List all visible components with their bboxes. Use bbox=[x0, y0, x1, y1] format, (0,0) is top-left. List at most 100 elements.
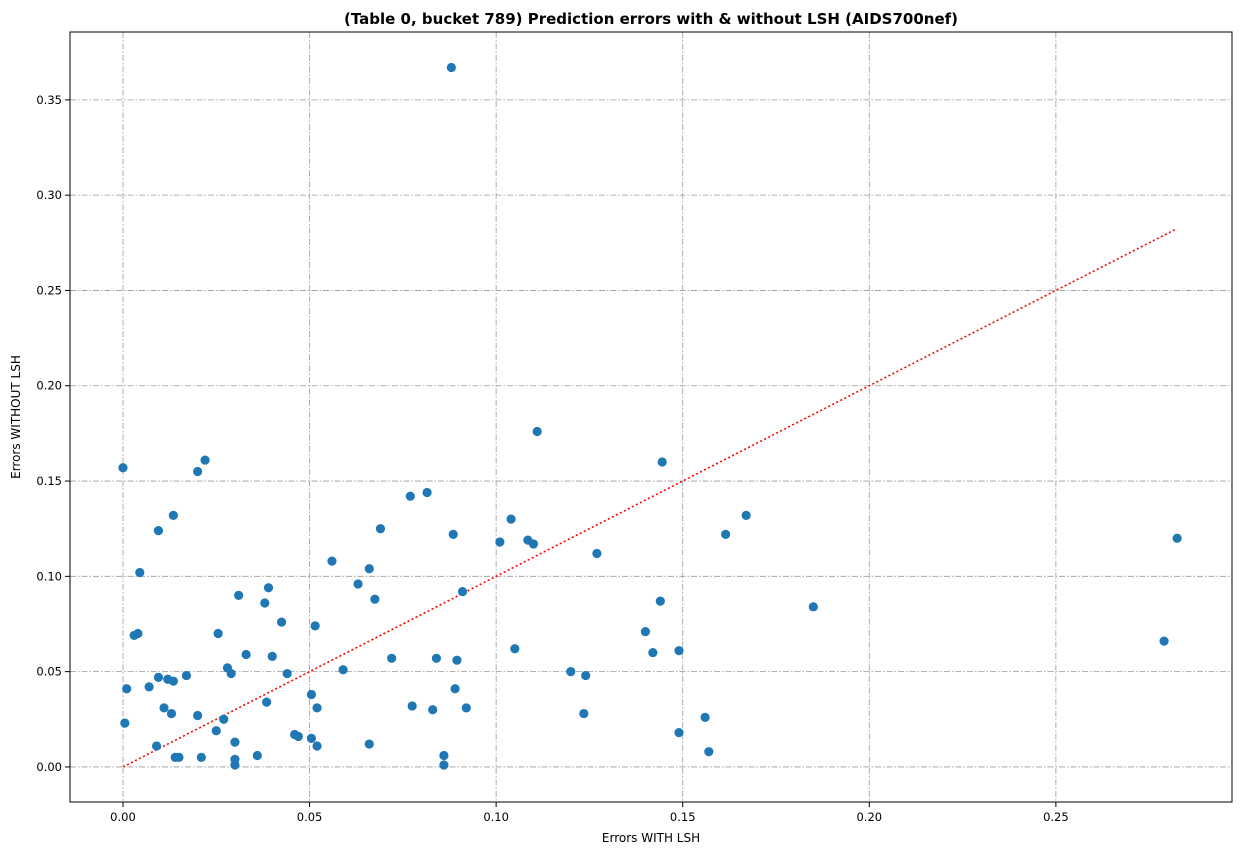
scatter-point bbox=[704, 747, 714, 757]
scatter-point bbox=[306, 689, 317, 700]
scatter-point bbox=[387, 653, 397, 663]
scatter-point bbox=[808, 602, 818, 612]
scatter-point bbox=[448, 529, 458, 540]
scatter-point bbox=[446, 62, 456, 73]
scatter-point bbox=[364, 564, 374, 574]
scatter-point bbox=[1172, 533, 1182, 543]
y-tick-label: 0.10 bbox=[36, 569, 62, 583]
scatter-point bbox=[168, 510, 178, 520]
scatter-point bbox=[159, 703, 169, 713]
scatter-point bbox=[506, 514, 516, 524]
scatter-point bbox=[370, 594, 380, 604]
scatter-point bbox=[168, 676, 178, 686]
scatter-point bbox=[230, 760, 240, 770]
scatter-point bbox=[153, 525, 164, 536]
scatter-point bbox=[226, 668, 236, 679]
grid-lines bbox=[70, 32, 1232, 802]
scatter-point bbox=[510, 644, 520, 654]
scatter-point bbox=[174, 752, 184, 763]
scatter-point bbox=[407, 701, 417, 711]
scatter-point bbox=[655, 596, 665, 606]
y-axis-label: Errors WITHOUT LSH bbox=[9, 355, 23, 479]
scatter-point bbox=[234, 590, 244, 600]
scatter-point bbox=[276, 617, 287, 627]
scatter-point bbox=[263, 583, 274, 593]
y-tick-label: 0.30 bbox=[36, 188, 62, 202]
y-tick-label: 0.25 bbox=[36, 283, 62, 297]
x-tick-label: 0.15 bbox=[670, 810, 696, 824]
scatter-point bbox=[282, 668, 292, 679]
scatter-point bbox=[457, 586, 468, 597]
x-tick-label: 0.00 bbox=[110, 810, 136, 824]
scatter-point bbox=[211, 726, 221, 736]
chart-title: (Table 0, bucket 789) Prediction errors … bbox=[344, 10, 958, 28]
reference-line-segment bbox=[122, 228, 1176, 768]
scatter-point bbox=[528, 539, 539, 549]
scatter-point bbox=[260, 598, 270, 608]
scatter-point bbox=[196, 752, 206, 763]
scatter-point bbox=[674, 728, 684, 738]
scatter-point bbox=[166, 708, 177, 719]
x-axis-label: Errors WITH LSH bbox=[602, 831, 700, 845]
scatter-point bbox=[193, 466, 203, 477]
scatter-point bbox=[230, 737, 240, 747]
y-tick-label: 0.35 bbox=[36, 93, 62, 107]
scatter-point bbox=[353, 579, 363, 589]
scatter-point bbox=[1159, 636, 1169, 646]
scatter-point bbox=[144, 682, 154, 692]
scatter-point bbox=[338, 665, 348, 675]
scatter-point bbox=[452, 655, 462, 665]
scatter-point bbox=[306, 733, 317, 743]
scatter-point bbox=[431, 653, 442, 663]
x-tick-label: 0.05 bbox=[297, 810, 323, 824]
x-tick-label: 0.25 bbox=[1043, 810, 1069, 824]
scatter-point bbox=[310, 621, 320, 631]
reference-line bbox=[122, 228, 1176, 768]
scatter-point bbox=[450, 684, 460, 694]
scatter-point bbox=[135, 567, 145, 578]
scatter-point bbox=[118, 463, 128, 473]
scatter-point bbox=[213, 628, 223, 639]
scatter-point bbox=[566, 667, 576, 677]
scatter-point bbox=[262, 697, 272, 707]
axis-ticks: 0.00 0.05 0.10 0.15 0.20 0.25 0.00 0.05 0.10 0.15… bbox=[36, 93, 1068, 824]
scatter-point bbox=[193, 710, 203, 721]
x-tick-label: 0.10 bbox=[483, 810, 509, 824]
scatter-point bbox=[579, 708, 589, 719]
scatter-point bbox=[181, 670, 192, 681]
scatter-point bbox=[657, 457, 667, 467]
scatter-point bbox=[741, 510, 751, 520]
scatter-point bbox=[120, 718, 130, 728]
plot-frame bbox=[69, 31, 1233, 803]
scatter-point bbox=[439, 750, 449, 761]
scatter-point bbox=[293, 731, 303, 742]
scatter-point bbox=[405, 491, 415, 501]
scatter-point bbox=[153, 672, 164, 682]
y-tick-label: 0.05 bbox=[36, 665, 62, 679]
scatter-point bbox=[122, 684, 132, 694]
scatter-point bbox=[495, 537, 505, 547]
scatter-point bbox=[252, 750, 262, 761]
scatter-point bbox=[151, 741, 162, 751]
data-points bbox=[118, 62, 1182, 770]
y-tick-label: 0.15 bbox=[36, 474, 62, 488]
y-tick-label: 0.00 bbox=[36, 760, 62, 774]
scatter-point bbox=[648, 647, 658, 658]
scatter-point bbox=[267, 651, 277, 661]
scatter-point bbox=[364, 739, 374, 749]
scatter-point bbox=[640, 627, 651, 637]
scatter-point bbox=[592, 548, 602, 559]
scatter-point bbox=[721, 529, 731, 540]
scatter-point bbox=[439, 760, 449, 770]
scatter-point bbox=[581, 670, 591, 681]
scatter-point bbox=[422, 487, 432, 498]
scatter-point bbox=[312, 741, 322, 751]
scatter-point bbox=[327, 556, 337, 566]
scatter-point bbox=[200, 455, 210, 465]
scatter-point bbox=[674, 646, 684, 656]
x-tick-label: 0.20 bbox=[856, 810, 882, 824]
scatter-point bbox=[532, 426, 542, 437]
scatter-point bbox=[461, 703, 471, 713]
y-tick-label: 0.20 bbox=[36, 379, 62, 393]
